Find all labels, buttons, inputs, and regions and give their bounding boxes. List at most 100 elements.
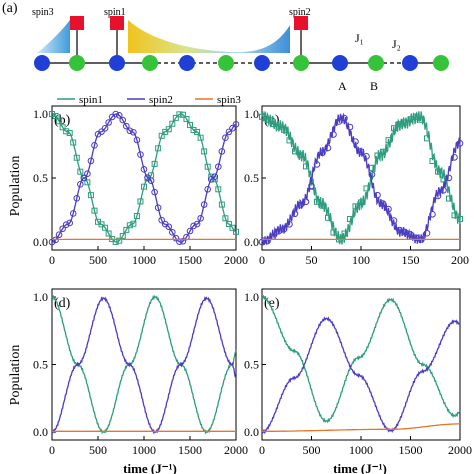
panel-label: (d) [54, 296, 71, 311]
spin1-label: spin1 [104, 7, 126, 18]
spin2-marker [98, 128, 105, 135]
x-tick-label: 1500 [178, 253, 202, 267]
spin1-line [261, 294, 461, 424]
spin1-marker [176, 111, 183, 118]
spin1-marker [222, 215, 229, 222]
spin1-marker [435, 168, 441, 175]
spin1-marker [87, 192, 94, 199]
y-tick-label: 0.0 [33, 235, 48, 249]
y-axis-label-bottom: Population [8, 345, 23, 406]
x-tick-label: 1500 [178, 443, 202, 457]
spin2-line [51, 296, 237, 435]
spin1-marker [158, 132, 165, 139]
spin1-marker [155, 145, 162, 152]
left-coupling-profile [37, 20, 70, 53]
spin3-marker [70, 16, 84, 30]
spin1-marker [102, 224, 109, 231]
legend-label-spin3: spin3 [217, 94, 241, 106]
spin1-marker [424, 135, 430, 142]
spin3-label: spin3 [32, 7, 54, 18]
spin1-marker [446, 195, 452, 202]
spin2-marker [197, 214, 204, 222]
spin1-line [261, 110, 461, 245]
spin1-marker [297, 152, 304, 159]
spin2-marker [390, 217, 398, 224]
y-tick-label: 0.0 [244, 235, 259, 249]
spin1-marker [264, 116, 271, 123]
x-tick-label: 0 [259, 253, 265, 267]
x-tick-label: 500 [89, 443, 107, 457]
site-a-label: A [338, 79, 347, 93]
y-tick-label: 0.5 [244, 171, 259, 185]
spin2-marker [115, 112, 123, 119]
x-tick-label: 1000 [349, 443, 373, 457]
spin1-marker [363, 185, 370, 192]
y-axis-label-top: Population [8, 156, 23, 217]
lattice-site [34, 55, 50, 71]
spin2-marker [423, 229, 431, 237]
lattice-site [109, 55, 125, 71]
x-tick-label: 2000 [224, 253, 248, 267]
spin1-marker [151, 160, 158, 167]
spin1-marker [292, 148, 298, 155]
spin2-marker [308, 182, 315, 190]
x-tick-label: 0 [49, 443, 55, 457]
spin1-marker [341, 230, 348, 237]
spin2-marker [186, 227, 194, 235]
coupling-j1-label: J₁ [355, 31, 364, 45]
spin2-marker [154, 204, 162, 212]
lattice-site [402, 55, 418, 71]
spin2-marker [190, 222, 197, 230]
lattice-site [218, 55, 234, 71]
spin2-marker [374, 191, 381, 199]
spin1-marker [429, 158, 436, 165]
spin2-marker [73, 194, 81, 202]
legend: spin1 spin2 spin3 [57, 94, 241, 106]
spin1-marker [56, 118, 63, 125]
spin1-marker [141, 183, 147, 190]
panel-label-a: (a) [2, 1, 18, 16]
panel-d: (d) 0 500 1000 1500 2000 0.0 0.5 1.0 [33, 288, 248, 457]
spin2-marker [133, 136, 141, 144]
spin1-marker [169, 120, 176, 127]
spin2-marker [55, 231, 63, 239]
lattice-site [69, 55, 85, 71]
spin2-marker [80, 174, 88, 182]
spin1-marker [218, 201, 225, 208]
spin2-marker [218, 148, 226, 155]
spin1-marker [133, 213, 140, 220]
spin2-marker [211, 173, 219, 180]
x-axis-label-right: time (J⁻¹) [333, 461, 387, 474]
spin1-marker [70, 139, 77, 146]
spin1-marker [172, 114, 179, 121]
spin2-marker [130, 128, 137, 136]
middle-coupling-profile [128, 20, 290, 53]
spin1-marker [358, 199, 364, 206]
spin1-marker [380, 148, 386, 155]
spin1-marker [330, 229, 337, 236]
spin1-marker [281, 126, 287, 133]
spin2-marker [215, 163, 222, 171]
spin2-marker [62, 221, 70, 229]
spin2-marker [165, 223, 173, 231]
spin-chain [34, 16, 449, 71]
site-b-label: B [370, 79, 378, 93]
spin2-marker [264, 237, 271, 245]
spin2-marker [294, 16, 308, 30]
spin2-marker [112, 110, 119, 118]
spin1-marker [374, 152, 381, 159]
spin1-marker [119, 232, 126, 239]
spin2-marker [275, 228, 282, 235]
spin2-marker [286, 220, 293, 228]
schematic-panel: (a) spin3 spin1 spin2 J₁ J₂ A B [2, 1, 449, 93]
spin2-marker [179, 237, 187, 245]
lattice-site [179, 55, 195, 71]
spin2-marker [91, 142, 98, 149]
lattice-site [332, 55, 348, 71]
spin1-marker [116, 237, 123, 244]
y-tick-label: 0.5 [244, 358, 259, 372]
spin2-marker [232, 120, 240, 128]
spin1-marker [275, 123, 282, 130]
spin2-marker [451, 154, 458, 161]
